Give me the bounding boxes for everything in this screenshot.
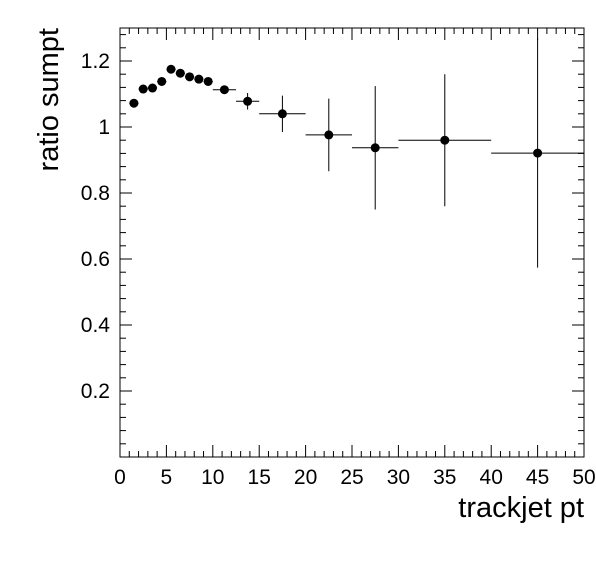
point-marker [219,85,229,95]
point-marker [440,135,450,145]
y-tick-label: 1 [98,116,110,139]
point-marker [157,76,167,86]
x-tick-label: 30 [387,466,410,489]
point-marker [194,74,204,84]
data-point [491,38,584,268]
point-marker [324,130,334,140]
x-tick-label: 35 [433,466,456,489]
y-axis-label: ratio sumpt [33,28,65,171]
data-point [129,98,139,108]
data-points [129,38,584,268]
y-tick-label: 0.8 [81,182,110,205]
plot-frame [119,27,585,458]
data-point [157,76,167,86]
y-axis-tick-labels: 0.2 0.4 0.6 0.8 1 1.2 [81,50,111,403]
x-axis-tick-labels: 0 5 10 15 20 25 30 35 40 45 50 [114,466,596,489]
y-tick-label: 0.4 [81,314,111,337]
data-point [305,98,352,172]
y-axis-ticks [120,34,584,458]
x-tick-label: 50 [572,466,595,489]
point-marker [243,96,253,106]
x-tick-label: 5 [161,466,173,489]
y-tick-label: 0.6 [81,248,110,271]
data-point [184,72,195,82]
x-tick-label: 10 [201,466,224,489]
data-point [398,74,492,207]
x-tick-label: 15 [248,466,271,489]
x-tick-label: 20 [294,466,317,489]
data-point [352,86,399,210]
data-point [194,74,204,84]
x-axis-ticks [119,28,585,457]
point-marker [203,76,213,86]
data-point [147,83,158,93]
point-marker [185,72,195,82]
y-tick-label: 1.2 [81,50,110,73]
data-point [212,85,236,95]
x-axis-label: trackjet pt [458,492,584,524]
y-tick-label: 0.2 [81,380,110,403]
x-tick-label: 0 [114,466,126,489]
data-point [203,76,213,86]
point-marker [129,98,139,108]
point-marker [370,143,380,153]
point-marker [533,148,543,158]
data-point [259,95,306,132]
x-tick-label: 25 [340,466,363,489]
x-tick-label: 45 [526,466,549,489]
point-marker [175,68,185,78]
data-point [166,64,176,74]
data-point [236,93,260,110]
point-marker [138,84,148,94]
x-tick-label: 40 [480,466,503,489]
point-marker [166,64,176,74]
point-marker [147,83,157,93]
data-point [175,68,185,78]
data-point [138,84,148,94]
point-marker [277,109,287,119]
